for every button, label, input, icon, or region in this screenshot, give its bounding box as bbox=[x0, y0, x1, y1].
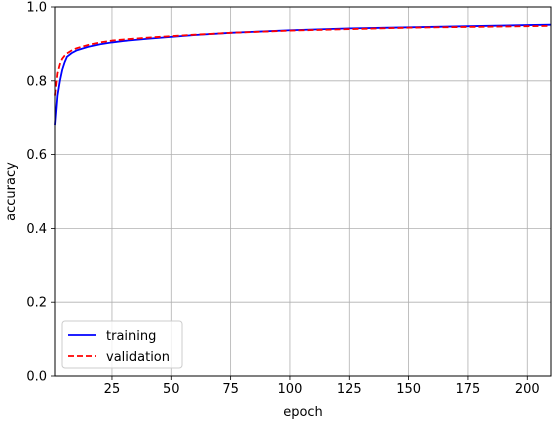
series-line-training bbox=[54, 23, 552, 126]
x-tick-label-125: 125 bbox=[337, 382, 362, 397]
x-tick-label-200: 200 bbox=[515, 382, 540, 397]
y-tick-label-0.6: 0.6 bbox=[26, 148, 47, 163]
legend-label-validation: validation bbox=[106, 350, 170, 365]
series-line-validation bbox=[54, 24, 552, 96]
x-tick-label-50: 50 bbox=[163, 382, 180, 397]
x-tick-label-175: 175 bbox=[456, 382, 481, 397]
x-tick-label-75: 75 bbox=[222, 382, 239, 397]
y-tick-label-0.0: 0.0 bbox=[26, 370, 47, 385]
y-axis-label: accuracy bbox=[4, 162, 19, 221]
y-tick-label-0.2: 0.2 bbox=[26, 296, 47, 311]
y-tick-label-0.8: 0.8 bbox=[26, 74, 47, 89]
axis-ticks: 25 50 75 100 125 150 175 200 0.0 0.2 0.4 0.6 0.8 1.0 bbox=[26, 1, 539, 398]
x-axis-label: epoch bbox=[283, 405, 323, 420]
y-tick-label-1.0: 1.0 bbox=[26, 1, 47, 16]
x-tick-label-25: 25 bbox=[104, 382, 121, 397]
x-tick-label-100: 100 bbox=[278, 382, 303, 397]
legend: training validation bbox=[61, 320, 183, 369]
x-tick-label-150: 150 bbox=[396, 382, 421, 397]
y-tick-label-0.4: 0.4 bbox=[26, 222, 47, 237]
plot-frame bbox=[54, 6, 552, 377]
series-layer bbox=[54, 23, 552, 126]
legend-label-training: training bbox=[106, 329, 156, 344]
